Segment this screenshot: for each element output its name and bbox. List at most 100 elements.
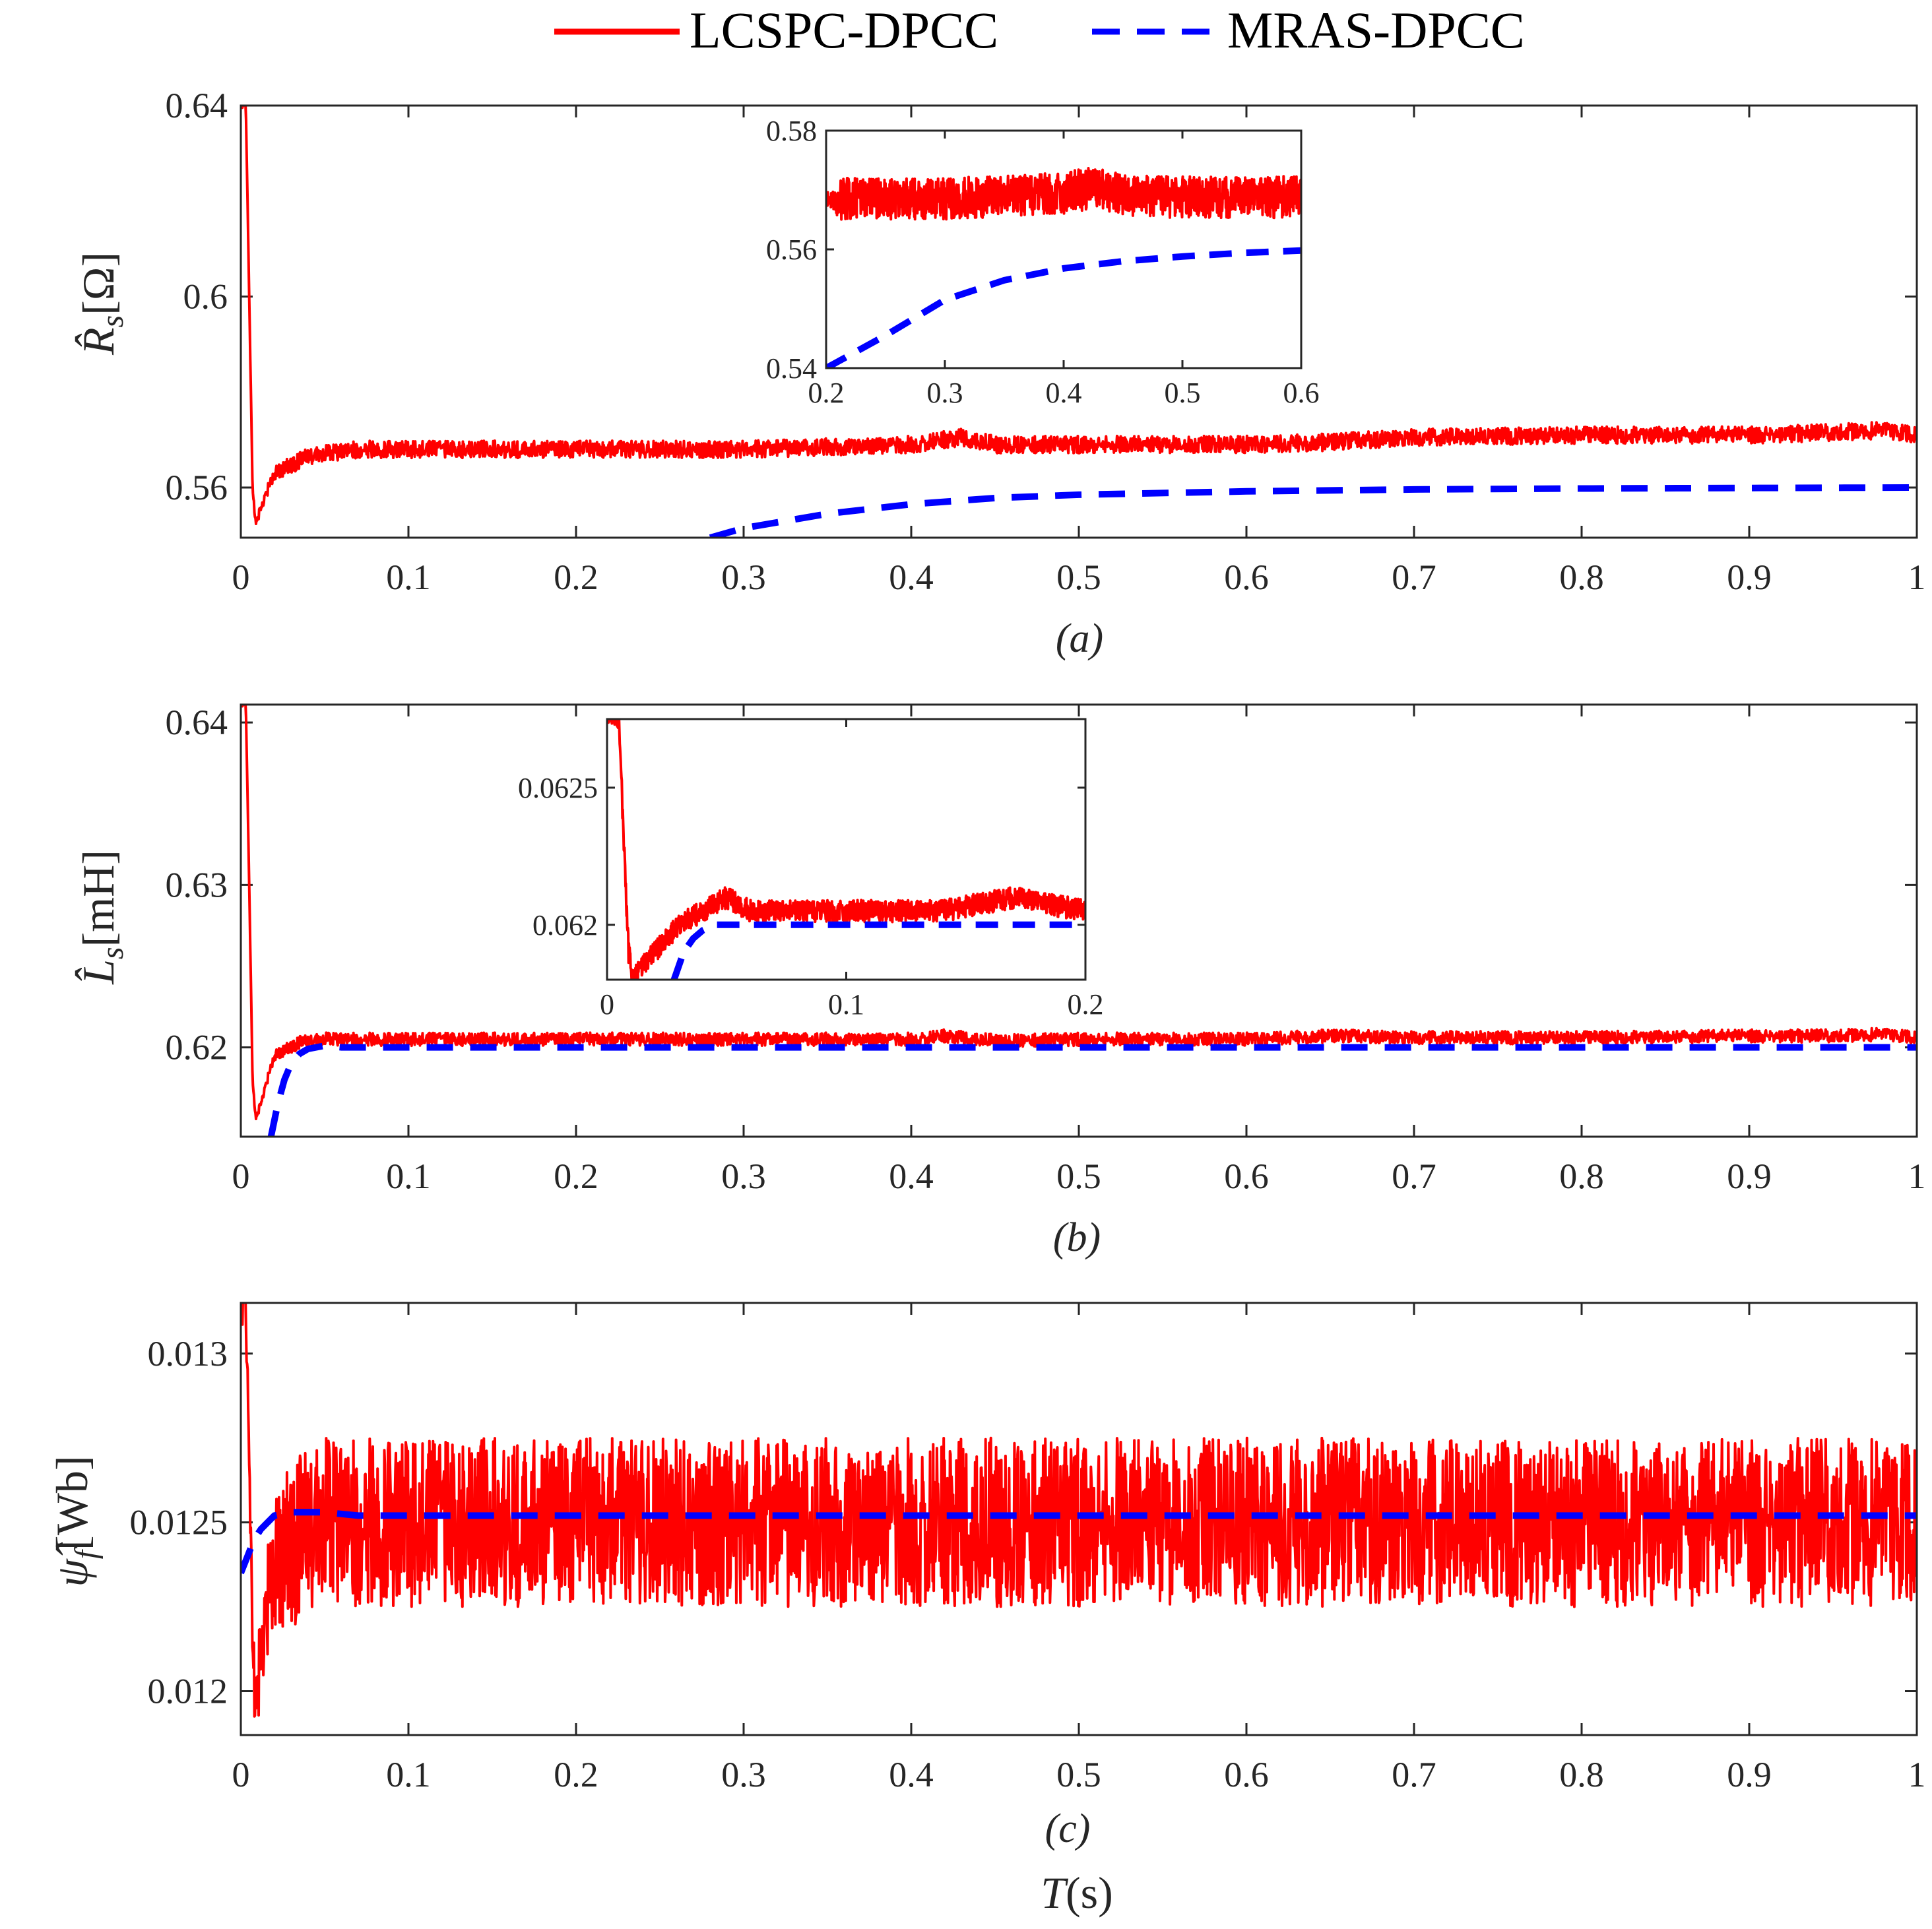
panel-c-sublabel: (c) xyxy=(1045,1806,1091,1851)
panel-c-flux: ψ̂f[Wb] (c) xyxy=(47,1455,1090,1851)
panel-b-xtick-label: 0.4 xyxy=(889,1156,934,1196)
panel-c-ytick-label: 0.0125 xyxy=(130,1503,228,1542)
panel-c-xtick-label: 0.8 xyxy=(1559,1755,1604,1794)
x-axis-title-unit: (s) xyxy=(1066,1868,1113,1918)
panel-a-inset-frame xyxy=(825,129,1303,369)
panel-a-xtick-label: 0.4 xyxy=(889,557,934,597)
panel-c-ytick-label: 0.013 xyxy=(148,1334,228,1374)
panel-a-ytick-label: 0.6 xyxy=(183,277,228,317)
panel-c-series-mras xyxy=(241,1509,1917,1575)
panel-c-series-lcspc xyxy=(241,1303,1917,1718)
panel-a-inset-xtick-label: 0.5 xyxy=(1165,377,1201,409)
panel-a-xtick-label: 0 xyxy=(232,557,250,597)
panel-b-xtick-label: 0.8 xyxy=(1559,1156,1604,1196)
svg-text:ψ̂f[Wb]: ψ̂f[Wb] xyxy=(47,1455,104,1587)
panel-c-xtick-label: 0.2 xyxy=(554,1755,598,1794)
panel-a-inset-series-lcspc xyxy=(826,167,1301,221)
panel-a-sublabel: (a) xyxy=(1056,616,1103,661)
panel-b-xtick-label: 0.2 xyxy=(554,1156,598,1196)
panel-a-xtick-label: 0.7 xyxy=(1392,557,1436,597)
panel-a-xtick-label: 0.9 xyxy=(1727,557,1772,597)
panel-a-ylabel-sub: s xyxy=(95,315,130,328)
panel-a-ytick-label: 0.64 xyxy=(166,86,228,125)
x-axis-title-var: T xyxy=(1041,1868,1068,1918)
panel-a-xtick-label: 0.8 xyxy=(1559,557,1604,597)
panel-b-xtick-label: 0.1 xyxy=(386,1156,431,1196)
panel-a-inset-series-mras xyxy=(826,247,1301,368)
panel-a-xtick-label: 0.2 xyxy=(554,557,598,597)
panel-b-ylabel-sub: s xyxy=(95,947,130,959)
panel-b-xtick-label: 0.7 xyxy=(1392,1156,1436,1196)
panel-b-inset-frame xyxy=(606,718,1087,981)
panel-b-inset-series-lcspc xyxy=(607,719,1085,980)
panel-b-sublabel: (b) xyxy=(1053,1215,1101,1260)
panel-a-resistance: R̂s[Ω] (a) xyxy=(73,252,1103,661)
panel-b-inset-xtick-label: 0 xyxy=(600,988,614,1021)
panel-a-inset-ytick-label: 0.58 xyxy=(766,115,817,147)
panel-b-ylabel: L̂s[mH] xyxy=(73,850,130,985)
panel-b-xtick-label: 0.3 xyxy=(721,1156,766,1196)
svg-text:R̂s[Ω]: R̂s[Ω] xyxy=(73,252,130,356)
panel-b-xtick-label: 0.5 xyxy=(1056,1156,1101,1196)
panel-c-frame xyxy=(240,1302,1918,1736)
panel-c-ylabel-unit: [Wb] xyxy=(47,1455,97,1550)
panel-a-ytick-label: 0.56 xyxy=(166,468,228,507)
panel-c-xtick-label: 0.5 xyxy=(1056,1755,1101,1794)
panel-b-ytick-label: 0.62 xyxy=(166,1028,228,1067)
panel-c-xtick-label: 0.3 xyxy=(721,1755,766,1794)
panel-a-series-mras xyxy=(709,484,1917,538)
panel-a-series-lcspc xyxy=(241,106,1917,525)
panel-c-axes: 0 0.1 0.2 0.3 0.4 0.5 0.6 0.7 0.8 0.9 1 0.012 0.0125… xyxy=(130,1302,1926,1794)
panel-b-inset-axes: 0 0.1 0.2 0.062 0.0625 xyxy=(518,718,1104,1021)
panel-a-xtick-label: 0.5 xyxy=(1056,557,1101,597)
panel-c-xtick-label: 0.6 xyxy=(1224,1755,1269,1794)
panel-c-xtick-label: 1 xyxy=(1908,1755,1926,1794)
panel-a-inset-xtick-label: 0.2 xyxy=(808,377,845,409)
panel-a-xtick-label: 0.3 xyxy=(721,557,766,597)
panel-b-ytick-label: 0.64 xyxy=(166,703,228,742)
panel-a-inset-xtick-label: 0.4 xyxy=(1046,377,1082,409)
panel-b-frame xyxy=(240,703,1918,1138)
panel-b-inset-xtick-label: 0.2 xyxy=(1068,988,1104,1021)
panel-b-inset-ytick-label: 0.0625 xyxy=(518,772,598,804)
panel-a-ylabel-symbol: R̂ xyxy=(73,327,123,356)
panel-c-xtick-label: 0.7 xyxy=(1392,1755,1436,1794)
panel-c-ylabel: ψ̂f[Wb] xyxy=(47,1455,104,1587)
panel-b-inductance: L̂s[mH] (b) xyxy=(73,850,1101,1260)
panel-b-xtick-label: 0.9 xyxy=(1727,1156,1772,1196)
panel-b-inset-plot-area xyxy=(607,719,1085,980)
panel-a-inset-ytick-label: 0.54 xyxy=(766,352,817,385)
panel-a-inset-plot-area xyxy=(826,131,1301,368)
panel-a-xtick-label: 1 xyxy=(1908,557,1926,597)
panel-b-inset-series-mras xyxy=(670,921,1085,980)
legend-label-mras: MRAS-DPCC xyxy=(1227,1,1525,59)
panel-c-xtick-label: 0.9 xyxy=(1727,1755,1772,1794)
panel-b-series-mras xyxy=(267,1042,1917,1137)
panel-a-ylabel-unit: [Ω] xyxy=(73,252,123,315)
panel-b-ylabel-symbol: L̂ xyxy=(73,959,123,985)
panel-b-ytick-label: 0.63 xyxy=(166,865,228,904)
panel-a-xtick-label: 0.1 xyxy=(386,557,431,597)
panel-a-inset-axes: 0.2 0.3 0.4 0.5 0.6 0.54 0.56 0.58 xyxy=(766,115,1320,409)
panel-a-inset-ytick-label: 0.56 xyxy=(766,234,817,266)
x-axis-title: T(s) xyxy=(1041,1868,1113,1918)
panel-b-xtick-label: 0 xyxy=(232,1156,250,1196)
panel-b-xtick-label: 0.6 xyxy=(1224,1156,1269,1196)
legend-label-lcspc: LCSPC-DPCC xyxy=(690,1,998,59)
panel-b-ylabel-unit: [mH] xyxy=(73,850,123,947)
panel-b-inset-ytick-label: 0.062 xyxy=(532,909,598,941)
panel-b-xtick-label: 1 xyxy=(1908,1156,1926,1196)
panel-a-inset-xtick-label: 0.6 xyxy=(1283,377,1320,409)
panel-b-inset-xtick-label: 0.1 xyxy=(828,988,864,1021)
panel-a-ylabel: R̂s[Ω] xyxy=(73,252,130,356)
panel-b-series-lcspc xyxy=(241,705,1917,1121)
svg-text:L̂s[mH]: L̂s[mH] xyxy=(73,850,130,985)
panel-c-xtick-label: 0 xyxy=(232,1755,250,1794)
panel-c-ytick-label: 0.012 xyxy=(148,1671,228,1711)
panel-a-frame xyxy=(240,104,1918,539)
panel-a-inset-xtick-label: 0.3 xyxy=(927,377,963,409)
panel-c-xtick-label: 0.4 xyxy=(889,1755,934,1794)
legend: LCSPC-DPCC MRAS-DPCC xyxy=(554,1,1525,59)
panel-a-xtick-label: 0.6 xyxy=(1224,557,1269,597)
